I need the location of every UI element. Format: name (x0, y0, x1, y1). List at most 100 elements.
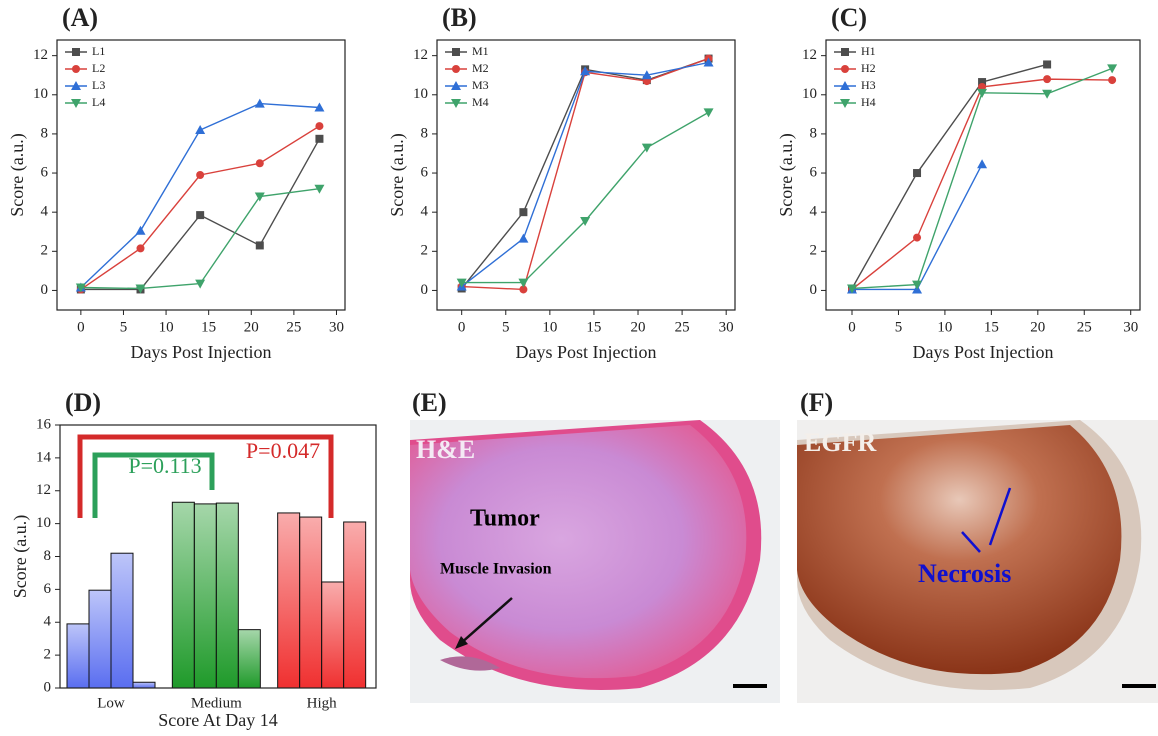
marker (913, 234, 921, 242)
marker (195, 125, 205, 134)
legend-marker (841, 65, 849, 73)
y-tick-label: 10 (36, 515, 51, 531)
y-tick-label: 2 (421, 243, 429, 259)
x-tick-label: 5 (502, 319, 510, 335)
bar (344, 522, 366, 688)
x-tick-label: 15 (586, 319, 601, 335)
marker (1043, 60, 1051, 68)
y-tick-label: 2 (44, 647, 52, 663)
figure: H&E Tumor Muscle Invasion (E) EGFR Necro… (0, 0, 1158, 736)
legend-label: M3 (472, 78, 489, 92)
y-tick-label: 14 (36, 449, 52, 465)
y-tick-label: 6 (810, 164, 818, 180)
panel-title: (F) (800, 388, 833, 417)
marker (255, 99, 265, 108)
y-tick-label: 4 (421, 204, 429, 220)
legend-label: H3 (861, 78, 876, 92)
annotation: Muscle Invasion (440, 561, 552, 578)
bar (89, 590, 111, 688)
y-tick-label: 0 (810, 282, 818, 298)
y-tick-label: 12 (802, 47, 817, 63)
marker (519, 208, 527, 216)
y-tick-label: 8 (421, 125, 429, 141)
p-value: P=0.047 (246, 438, 320, 463)
x-tick-label: 5 (895, 319, 903, 335)
series-line (852, 164, 982, 289)
series-line (462, 59, 709, 290)
panel-title: (D) (65, 388, 101, 417)
x-tick-label: 0 (458, 319, 466, 335)
marker (255, 193, 265, 202)
y-tick-label: 10 (33, 86, 48, 102)
x-tick-label: 10 (159, 319, 174, 335)
bar (300, 517, 322, 688)
bar (238, 630, 260, 688)
y-axis-label: Score (a.u.) (7, 133, 28, 216)
marker (977, 159, 987, 168)
annotation: Necrosis (918, 559, 1011, 588)
bar (67, 624, 89, 688)
marker (1107, 64, 1117, 73)
scale-bar (1122, 684, 1156, 688)
y-tick-label: 4 (810, 204, 818, 220)
legend-label: L4 (92, 95, 105, 109)
marker (256, 241, 264, 249)
x-tick-label: High (307, 695, 338, 711)
y-tick-label: 4 (44, 614, 52, 630)
x-tick-label: Low (97, 695, 125, 711)
legend-marker (841, 48, 849, 56)
stain-label: EGFR (804, 428, 876, 457)
y-tick-label: 16 (36, 416, 52, 432)
marker (136, 226, 146, 235)
legend-label: L2 (92, 61, 105, 75)
series-line (462, 63, 709, 287)
x-tick-label: 5 (120, 319, 128, 335)
bar (278, 513, 300, 688)
y-tick-label: 12 (33, 47, 48, 63)
x-tick-label: 30 (1123, 319, 1138, 335)
marker (196, 211, 204, 219)
y-tick-label: 10 (413, 86, 428, 102)
y-tick-label: 0 (41, 282, 49, 298)
y-tick-label: 8 (44, 548, 52, 564)
y-axis-label: Score (a.u.) (776, 133, 797, 216)
y-tick-label: 8 (810, 125, 818, 141)
bar (322, 582, 344, 688)
series-line (852, 79, 1112, 289)
y-axis-label: Score (a.u.) (10, 515, 31, 598)
p-value: P=0.113 (128, 453, 201, 478)
legend-label: L3 (92, 78, 105, 92)
marker (1043, 75, 1051, 83)
marker (518, 234, 528, 243)
x-tick-label: Medium (191, 695, 242, 711)
x-axis-label: Days Post Injection (913, 342, 1054, 362)
panel-title: (A) (62, 3, 98, 32)
histology-egfr: EGFR Necrosis (F) (797, 388, 1158, 703)
legend-label: H1 (861, 44, 876, 58)
marker (137, 244, 145, 252)
panel-title: (B) (442, 3, 477, 32)
x-tick-label: 30 (329, 319, 344, 335)
marker (315, 122, 323, 130)
x-axis-label: Days Post Injection (516, 342, 657, 362)
x-tick-label: 30 (719, 319, 734, 335)
stain-label: H&E (416, 435, 475, 464)
y-tick-label: 8 (41, 125, 49, 141)
series-line (462, 59, 709, 289)
marker (913, 169, 921, 177)
series-line (852, 64, 1047, 288)
legend-marker (72, 48, 80, 56)
annotation: Tumor (470, 506, 540, 532)
bar (111, 553, 133, 688)
histology-he: H&E Tumor Muscle Invasion (E) (410, 388, 780, 703)
bar (172, 502, 194, 688)
y-tick-label: 6 (44, 581, 52, 597)
bar (194, 504, 216, 688)
x-tick-label: 15 (201, 319, 216, 335)
x-tick-label: 25 (1077, 319, 1092, 335)
marker (704, 108, 714, 117)
y-tick-label: 0 (421, 282, 429, 298)
marker (315, 135, 323, 143)
x-tick-label: 10 (937, 319, 952, 335)
marker (256, 159, 264, 167)
